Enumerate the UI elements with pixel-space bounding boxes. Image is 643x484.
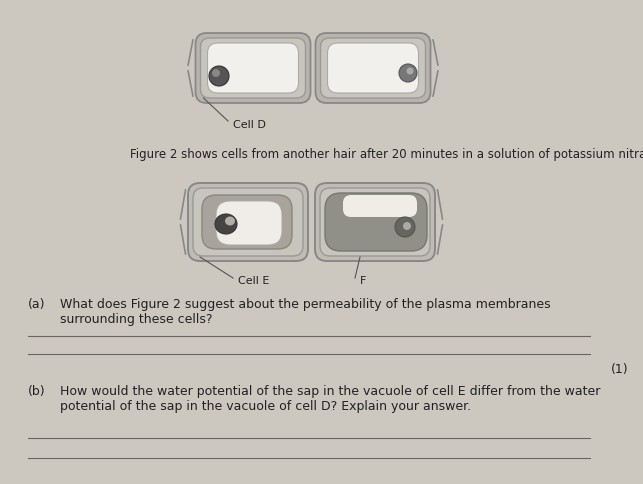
Ellipse shape: [395, 217, 415, 237]
Text: (1): (1): [611, 363, 629, 376]
FancyBboxPatch shape: [320, 38, 426, 98]
Ellipse shape: [212, 69, 220, 77]
Text: Cell E: Cell E: [238, 276, 269, 286]
Text: Figure 2 shows cells from another hair after 20 minutes in a solution of potassi: Figure 2 shows cells from another hair a…: [130, 148, 643, 161]
FancyBboxPatch shape: [316, 33, 431, 103]
FancyBboxPatch shape: [195, 33, 311, 103]
Ellipse shape: [225, 216, 235, 226]
FancyBboxPatch shape: [216, 201, 282, 245]
Ellipse shape: [215, 214, 237, 234]
Text: How would the water potential of the sap in the vacuole of cell E differ from th: How would the water potential of the sap…: [60, 385, 601, 413]
Text: (b): (b): [28, 385, 46, 398]
Ellipse shape: [209, 66, 229, 86]
Ellipse shape: [399, 64, 417, 82]
Text: Cell D: Cell D: [233, 120, 266, 130]
FancyBboxPatch shape: [208, 43, 298, 93]
FancyBboxPatch shape: [315, 183, 435, 261]
FancyBboxPatch shape: [343, 195, 417, 217]
FancyBboxPatch shape: [202, 195, 292, 249]
FancyBboxPatch shape: [193, 188, 303, 256]
Text: (a): (a): [28, 298, 46, 311]
Text: What does Figure 2 suggest about the permeability of the plasma membranes
surrou: What does Figure 2 suggest about the per…: [60, 298, 550, 326]
Ellipse shape: [403, 222, 411, 230]
Text: F: F: [360, 276, 367, 286]
Ellipse shape: [406, 67, 413, 75]
FancyBboxPatch shape: [327, 43, 419, 93]
FancyBboxPatch shape: [188, 183, 308, 261]
FancyBboxPatch shape: [320, 188, 430, 256]
FancyBboxPatch shape: [325, 193, 427, 251]
FancyBboxPatch shape: [201, 38, 305, 98]
